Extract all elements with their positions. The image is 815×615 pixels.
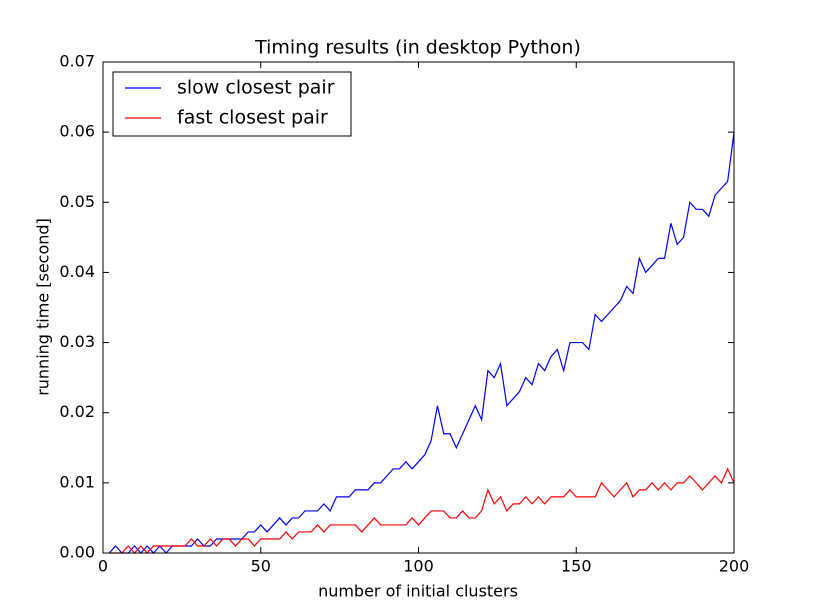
y-tick-label: 0.03 [59, 332, 95, 351]
x-tick-label: 100 [403, 557, 434, 576]
y-tick-label: 0.00 [59, 543, 95, 562]
y-axis-label: running time [second] [34, 218, 53, 396]
x-tick-label: 50 [251, 557, 271, 576]
chart-title: Timing results (in desktop Python) [254, 37, 581, 59]
line-series [109, 467, 735, 554]
y-tick-label: 0.07 [59, 52, 95, 71]
legend-box [112, 71, 352, 137]
x-axis-label: number of initial clusters [318, 582, 518, 601]
y-tick-label: 0.05 [59, 192, 95, 211]
x-tick-label: 0 [98, 557, 108, 576]
x-tick-label: 200 [719, 557, 750, 576]
y-tick-label: 0.04 [59, 262, 95, 281]
x-tick-label: 150 [561, 557, 592, 576]
legend-label: slow closest pair [177, 77, 335, 99]
legend-label: fast closest pair [177, 107, 328, 129]
y-tick-label: 0.06 [59, 122, 95, 141]
y-tick-label: 0.01 [59, 472, 95, 491]
y-tick-label: 0.02 [59, 402, 95, 421]
